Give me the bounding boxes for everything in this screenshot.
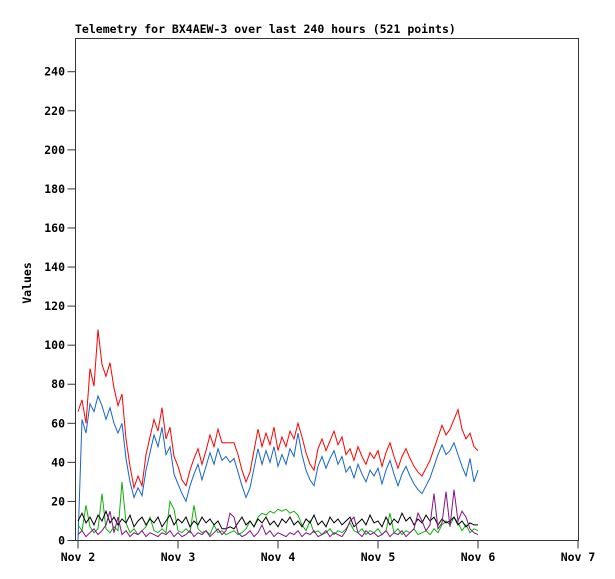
y-tick-label: 100 (44, 338, 65, 352)
plot-border (75, 38, 579, 541)
y-tick-label: 240 (44, 65, 65, 79)
y-tick-label: 220 (44, 104, 65, 118)
y-tick-label: 40 (51, 455, 65, 469)
x-tick-label: Nov 7 (561, 550, 596, 564)
x-tick-label: Nov 4 (261, 550, 296, 564)
x-tick-label: Nov 2 (61, 550, 96, 564)
series-purple (77, 489, 479, 538)
y-axis-label: Values (20, 262, 34, 304)
series-blue (77, 394, 479, 541)
x-tick-label: Nov 5 (361, 550, 396, 564)
y-tick-label: 80 (51, 377, 65, 391)
y-tick-label: 180 (44, 182, 65, 196)
x-tick-label: Nov 6 (461, 550, 496, 564)
series-red (77, 329, 479, 490)
series-black (77, 509, 478, 530)
series-lines (77, 329, 479, 541)
y-tick-label: 20 (51, 494, 65, 508)
y-tick-label: 140 (44, 260, 65, 274)
y-tick-label: 160 (44, 221, 65, 235)
x-tick-label: Nov 3 (161, 550, 196, 564)
y-axis-ticks: 0 20 40 60 80 100 120 140 160 180 200 220 240 (44, 65, 76, 548)
x-axis-ticks: Nov 2 Nov 3 Nov 4 Nov 5 Nov 6 Nov 7 (61, 540, 596, 564)
chart-title: Telemetry for BX4AEW-3 over last 240 hou… (75, 22, 456, 36)
y-tick-label: 200 (44, 143, 65, 157)
y-tick-label: 120 (44, 299, 65, 313)
y-tick-label: 60 (51, 416, 65, 430)
y-tick-label: 0 (58, 534, 65, 548)
